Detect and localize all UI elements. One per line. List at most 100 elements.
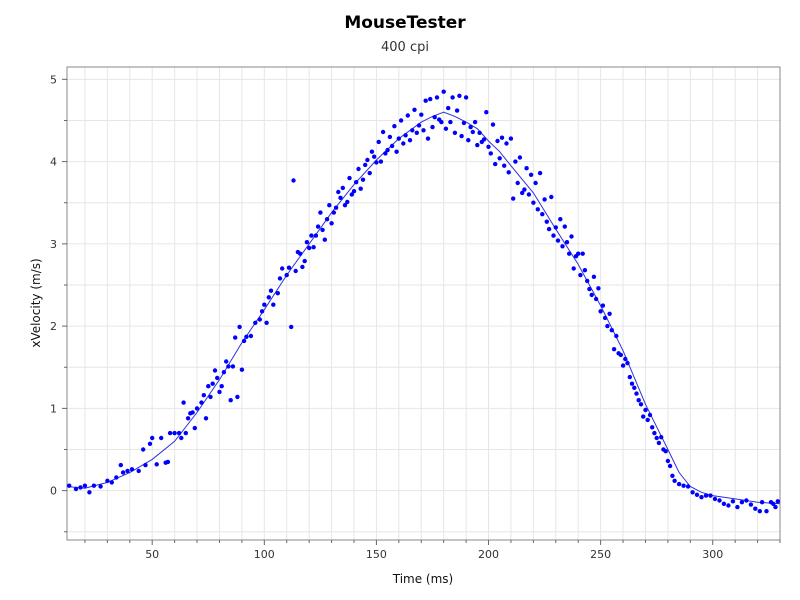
data-point xyxy=(650,425,655,430)
data-point xyxy=(681,483,686,488)
data-point xyxy=(663,449,668,454)
data-point xyxy=(726,503,731,508)
data-point xyxy=(623,356,628,362)
data-point xyxy=(629,381,635,386)
data-point xyxy=(555,238,561,243)
data-point xyxy=(302,258,307,264)
data-point xyxy=(634,391,639,396)
data-point xyxy=(304,240,310,245)
data-point xyxy=(656,440,662,446)
data-point xyxy=(721,501,727,506)
data-point xyxy=(544,219,549,224)
data-point xyxy=(271,302,276,307)
data-point xyxy=(739,500,745,505)
data-point xyxy=(484,110,489,115)
data-point xyxy=(497,156,502,161)
data-point xyxy=(463,95,469,100)
data-point xyxy=(405,113,410,118)
data-point xyxy=(374,160,379,165)
data-point xyxy=(432,115,437,120)
data-point xyxy=(172,430,177,436)
x-tick-label: 250 xyxy=(590,548,611,561)
data-point xyxy=(313,233,319,238)
data-point xyxy=(457,93,462,99)
data-point xyxy=(526,192,532,197)
data-point xyxy=(125,468,130,474)
data-point xyxy=(165,459,171,465)
data-point xyxy=(764,509,769,514)
data-point xyxy=(504,141,509,146)
data-point xyxy=(535,207,540,212)
data-point xyxy=(553,225,558,230)
data-point xyxy=(735,504,740,510)
data-point xyxy=(78,485,83,490)
data-point xyxy=(486,144,491,149)
data-point xyxy=(452,130,458,135)
data-point xyxy=(602,315,608,321)
data-point xyxy=(327,203,332,208)
data-point xyxy=(253,320,258,325)
data-point xyxy=(354,180,359,185)
data-point xyxy=(448,119,453,125)
data-point xyxy=(338,195,343,200)
data-point xyxy=(667,463,673,469)
data-point xyxy=(466,138,471,143)
data-point xyxy=(620,363,626,368)
data-point xyxy=(585,278,590,284)
data-point xyxy=(167,430,173,436)
data-point xyxy=(91,483,97,488)
data-point xyxy=(215,375,220,381)
data-point xyxy=(360,177,366,182)
data-point xyxy=(757,509,762,514)
data-point xyxy=(217,389,222,395)
data-point xyxy=(506,170,511,175)
x-tick-label: 300 xyxy=(702,548,723,561)
data-point xyxy=(685,484,691,489)
data-point xyxy=(324,217,330,222)
data-point xyxy=(517,155,523,160)
data-point xyxy=(560,244,565,249)
data-point xyxy=(578,272,583,278)
data-point xyxy=(569,234,574,239)
data-point xyxy=(387,134,393,140)
data-point xyxy=(694,492,700,497)
data-point xyxy=(230,364,236,369)
data-point xyxy=(194,406,200,411)
data-point xyxy=(239,367,245,372)
data-point xyxy=(235,394,240,400)
data-point xyxy=(259,309,265,314)
data-point xyxy=(614,333,619,339)
data-point xyxy=(293,268,298,274)
data-point xyxy=(567,251,572,256)
data-point xyxy=(136,468,141,474)
data-point xyxy=(367,170,372,176)
data-point xyxy=(638,402,644,407)
data-point xyxy=(468,124,473,130)
data-point xyxy=(430,124,435,130)
data-point xyxy=(378,159,384,164)
data-point xyxy=(363,162,368,168)
data-point xyxy=(322,237,327,242)
data-point xyxy=(120,470,126,475)
data-point xyxy=(248,333,254,339)
data-point xyxy=(549,194,554,200)
data-point xyxy=(307,245,312,251)
data-point xyxy=(185,416,191,421)
data-point xyxy=(264,320,269,325)
data-point xyxy=(73,486,79,492)
data-point xyxy=(775,499,780,504)
data-point xyxy=(551,233,556,238)
data-point xyxy=(773,504,778,510)
data-point xyxy=(349,192,354,197)
data-point xyxy=(141,447,146,452)
data-point xyxy=(315,224,321,229)
data-point xyxy=(558,217,563,222)
data-point xyxy=(206,384,211,389)
data-point xyxy=(443,126,449,131)
data-point xyxy=(511,196,516,201)
data-point xyxy=(109,480,115,485)
data-point xyxy=(331,210,336,215)
data-point xyxy=(670,473,675,478)
data-point xyxy=(398,118,404,123)
